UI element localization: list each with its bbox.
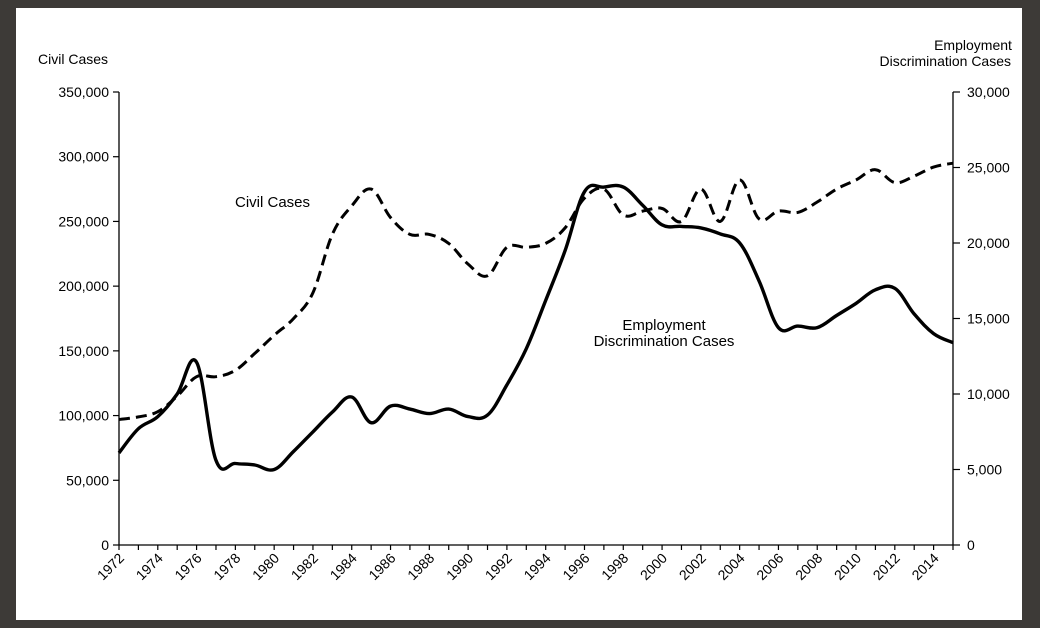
x-axis-tick-label: 1978 — [210, 550, 243, 583]
x-axis-tick-label: 1980 — [249, 550, 282, 583]
x-axis-tick-label: 1982 — [288, 550, 321, 583]
right-axis-tick-label: 5,000 — [967, 462, 1002, 478]
right-axis-tick-label: 25,000 — [967, 160, 1010, 176]
series-annotation-employment: Employment — [622, 317, 706, 334]
left-axis-tick-label: 350,000 — [58, 84, 109, 100]
series-layer — [117, 161, 954, 472]
x-axis-tick-label: 2012 — [870, 550, 903, 583]
axes-layer — [113, 91, 960, 550]
left-axis-tick-label: 250,000 — [58, 213, 109, 229]
x-axis-tick-label: 2010 — [831, 550, 864, 583]
x-axis-tick-label: 1994 — [520, 550, 553, 583]
text-layer: 0 50,000 100,000 150,000 200,000 250,000 300,0… — [38, 37, 1012, 583]
x-axis-tick-label: 2008 — [792, 550, 825, 583]
left-axis-tick-label: 300,000 — [58, 149, 109, 165]
right-axis-tick-label: 10,000 — [967, 386, 1010, 402]
x-axis-tick-label: 1974 — [133, 550, 166, 583]
x-axis-tick-label: 2000 — [637, 550, 670, 583]
right-axis-tick-label: 15,000 — [967, 311, 1010, 327]
x-axis-tick-label: 1976 — [171, 550, 204, 583]
x-axis-tick-label: 1988 — [404, 550, 437, 583]
chart-frame: 0 50,000 100,000 150,000 200,000 250,000 300,0… — [16, 8, 1022, 620]
left-axis-tick-label: 200,000 — [58, 278, 109, 294]
x-axis-tick-label: 1996 — [559, 550, 592, 583]
series-annotation-civil: Civil Cases — [235, 194, 310, 211]
x-axis-tick-label: 1990 — [443, 550, 476, 583]
right-axis-tick-label: 30,000 — [967, 84, 1010, 100]
left-axis-tick-label: 0 — [101, 537, 109, 553]
left-axis-tick-label: 150,000 — [58, 343, 109, 359]
x-axis-tick-label: 2004 — [714, 550, 747, 583]
left-axis-tick-label: 50,000 — [66, 472, 109, 488]
x-axis-tick-label: 2002 — [676, 550, 709, 583]
x-axis-tick-label: 2006 — [753, 550, 786, 583]
left-axis-title: Civil Cases — [38, 51, 108, 67]
x-axis-tick-label: 1998 — [598, 550, 631, 583]
x-axis-tick-label: 2014 — [908, 550, 941, 583]
right-axis-title: Discrimination Cases — [880, 53, 1011, 69]
x-axis-tick-label: 1986 — [365, 550, 398, 583]
x-axis-tick-label: 1992 — [482, 550, 515, 583]
left-axis-tick-label: 100,000 — [58, 408, 109, 424]
x-axis-tick-label: 1972 — [94, 550, 127, 583]
right-axis-tick-label: 20,000 — [967, 235, 1010, 251]
series-line-civil — [118, 161, 954, 421]
right-axis-title: Employment — [934, 37, 1012, 53]
right-axis-tick-label: 0 — [967, 537, 975, 553]
series-line-employment — [117, 183, 954, 472]
series-annotation-employment: Discrimination Cases — [594, 333, 735, 350]
x-axis-tick-label: 1984 — [327, 550, 360, 583]
chart: 0 50,000 100,000 150,000 200,000 250,000 300,0… — [38, 37, 1012, 583]
